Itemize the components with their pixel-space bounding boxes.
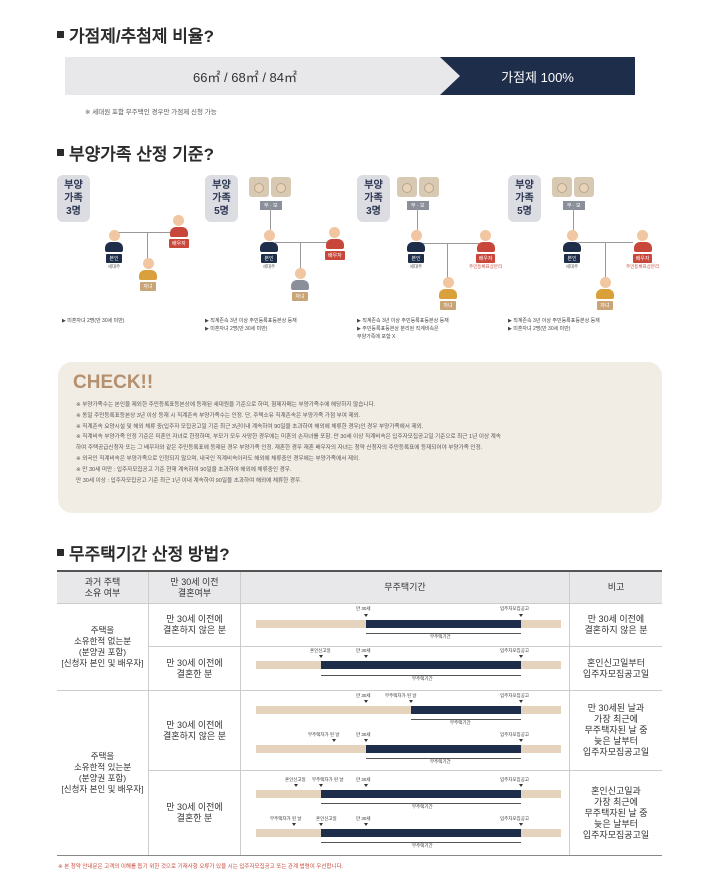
person-spouse: 배우자 주민등록표상분리 (469, 230, 502, 270)
section-title-family: 부양가족 산정 기준? (57, 140, 214, 165)
row2-married: 만 30세 이전에 결혼한 분 (166, 657, 223, 679)
family-count-badge: 부양 가족 5명 (508, 175, 541, 222)
th-note: 비고 (570, 572, 662, 603)
person-self: 본인 세대주 (407, 230, 425, 270)
timeline-row3b (256, 745, 561, 753)
person-child: 자녀 (596, 277, 614, 310)
parents-icon (552, 177, 594, 197)
row2-note: 혼인신고일부터 입주자모집공고일 (582, 657, 650, 679)
row4-note: 혼인신고일과 가장 최근에 무주택자된 날 중 늦은 날부터 입주자모집공고일 (582, 785, 650, 840)
person-spouse: 배우자 주민등록표상분리 (626, 230, 659, 270)
group-never-owned: 주택을 소유한적 없는분 (분양권 포함) [신청자 본인 및 배우자] (61, 625, 144, 668)
family-notes: ▶ 직계존속 3년 이상 주민등록표등본상 등재 ▶ 주민등록표등본상 분리된 직… (357, 318, 449, 340)
family-count-badge: 부양 가족 5명 (205, 175, 238, 222)
row3-note: 만 30세된 날과 가장 최근에 무주택자된 날 중 늦은 날부터 입주자모집공… (582, 703, 650, 757)
homeless-period-table (57, 570, 662, 856)
ratio-note: ※ 세대원 포함 무주택인 경우만 가점제 신청 가능 (85, 109, 217, 116)
th-period: 무주택기간 (241, 572, 569, 603)
family-diagram-3: 부양 가족 3명 부 · 모 본인 세대주 배우자 주민등록표상분리 자녀 ▶ 직계존속… (357, 175, 512, 355)
timeline-row2 (256, 661, 561, 669)
th-ownership: 과거 주택 소유 여부 (57, 572, 148, 603)
family-diagram-4: 부양 가족 5명 부 · 모 본인 세대주 배우자 주민등록표상분리 자녀 ▶ 직계존속… (508, 175, 663, 355)
family-notes: ▶ 직계존속 3년 이상 주민등록표등본상 등재 ▶ 미혼자녀 2명(만 30세 … (205, 318, 297, 332)
row1-note: 만 30세 이전에 결혼하지 않은 분 (584, 614, 648, 635)
row1-married: 만 30세 이전에 결혼하지 않은 분 (163, 614, 226, 635)
th-married: 만 30세 이전 결혼여부 (149, 572, 240, 603)
person-self: 본인 세대주 (563, 230, 581, 270)
row3-married: 만 30세 이전에 결혼하지 않은 분 (163, 719, 226, 741)
person-spouse: 배우자 (325, 227, 345, 260)
timeline-row3a (256, 706, 561, 714)
parents-icon (249, 177, 291, 197)
check-list: ※ 부양가족수는 본인을 제외한 주민등록표등본상에 등재된 세대원을 기준으로… (76, 402, 501, 484)
check-title: CHECK!! (73, 372, 154, 393)
section-title-homeless: 무주택기간 산정 방법? (57, 540, 230, 565)
row4-married: 만 30세 이전에 결혼한 분 (166, 802, 223, 823)
person-child: 자녀 (139, 258, 157, 291)
check-box (58, 362, 662, 513)
family-notes: ▶ 직계존속 3년 이상 주민등록표등본상 등재 ▶ 미혼자녀 2명(만 30세 … (508, 318, 600, 332)
person-child: 자녀 (439, 277, 457, 310)
family-diagram-2: 부양 가족 5명 부 · 모 본인 세대주 배우자 자녀 ▶ 직계존속 3년 이상 주… (205, 175, 360, 355)
footnote: ※ 본 청약 안내문은 고객의 이해를 돕기 위한 것으로 기재사항 오류가 있… (58, 864, 344, 870)
family-count-badge: 부양 가족 3명 (57, 175, 90, 222)
family-count-badge: 부양 가족 3명 (357, 175, 390, 222)
family-diagram-1: 부양 가족 3명 본인 세대주 배우자 자녀 ▶ 미혼자녀 2명(만 30세 미만) (57, 175, 212, 355)
person-child: 자녀 (291, 268, 309, 301)
ratio-area-box: 66㎡ / 68㎡ / 84㎡ (65, 57, 465, 95)
section-title-ratio: 가점제/추첨제 비율? (57, 22, 214, 47)
timeline-row1 (256, 620, 561, 628)
person-spouse: 배우자 (169, 215, 189, 248)
timeline-row4b (256, 829, 561, 837)
family-notes: ▶ 미혼자녀 2명(만 30세 미만) (62, 318, 125, 324)
timeline-row4a (256, 790, 561, 798)
person-self: 본인 세대주 (260, 230, 278, 270)
ratio-value-box: 가점제 100% (440, 57, 635, 95)
parents-icon (397, 177, 439, 197)
person-self: 본인 세대주 (105, 230, 123, 270)
group-owned: 주택을 소유한적 있는분 (분양권 포함) [신청자 본인 및 배우자] (61, 751, 144, 794)
